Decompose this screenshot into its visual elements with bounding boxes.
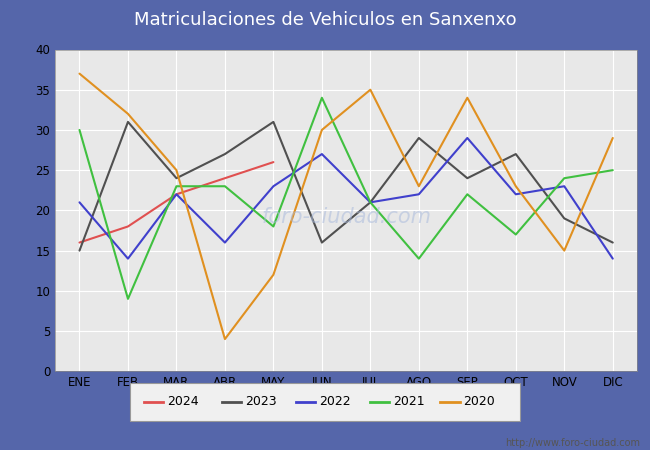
FancyBboxPatch shape	[130, 382, 520, 421]
Text: 2020: 2020	[463, 395, 495, 408]
Text: 2022: 2022	[319, 395, 351, 408]
Text: http://www.foro-ciudad.com: http://www.foro-ciudad.com	[505, 438, 640, 448]
Text: foro-ciudad.com: foro-ciudad.com	[261, 207, 431, 227]
Text: 2021: 2021	[393, 395, 425, 408]
Text: Matriculaciones de Vehiculos en Sanxenxo: Matriculaciones de Vehiculos en Sanxenxo	[134, 11, 516, 29]
Text: 2024: 2024	[167, 395, 199, 408]
Text: 2023: 2023	[245, 395, 277, 408]
